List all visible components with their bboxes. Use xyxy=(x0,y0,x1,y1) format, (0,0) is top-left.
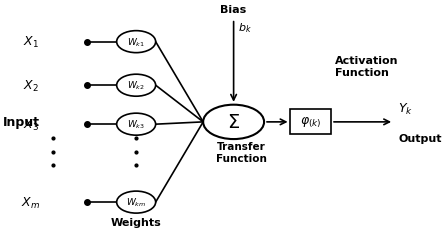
Circle shape xyxy=(117,75,156,97)
Text: $W_{k2}$: $W_{k2}$ xyxy=(127,80,145,92)
Text: $W_{km}$: $W_{km}$ xyxy=(126,196,146,208)
Circle shape xyxy=(117,191,156,213)
Text: Transfer
Function: Transfer Function xyxy=(216,142,267,163)
Text: $X_2$: $X_2$ xyxy=(23,78,38,93)
Circle shape xyxy=(203,105,264,140)
Text: Output: Output xyxy=(398,133,442,143)
Text: $W_{k1}$: $W_{k1}$ xyxy=(127,36,145,49)
Text: Bias: Bias xyxy=(220,5,247,15)
Text: $\Sigma$: $\Sigma$ xyxy=(227,113,240,132)
Text: Activation
Function: Activation Function xyxy=(335,56,399,78)
Text: Weights: Weights xyxy=(111,217,161,227)
Circle shape xyxy=(117,31,156,53)
Text: $Y_k$: $Y_k$ xyxy=(398,101,413,116)
Circle shape xyxy=(117,114,156,136)
Text: $X_1$: $X_1$ xyxy=(23,35,38,50)
Text: $\varphi_{(k)}$: $\varphi_{(k)}$ xyxy=(300,115,322,129)
FancyBboxPatch shape xyxy=(290,110,331,135)
Text: $b_k$: $b_k$ xyxy=(238,21,252,34)
Text: $W_{k3}$: $W_{k3}$ xyxy=(127,119,145,131)
Text: Input: Input xyxy=(3,116,40,129)
Text: $X_3$: $X_3$ xyxy=(23,117,38,132)
Text: $X_m$: $X_m$ xyxy=(21,195,40,210)
